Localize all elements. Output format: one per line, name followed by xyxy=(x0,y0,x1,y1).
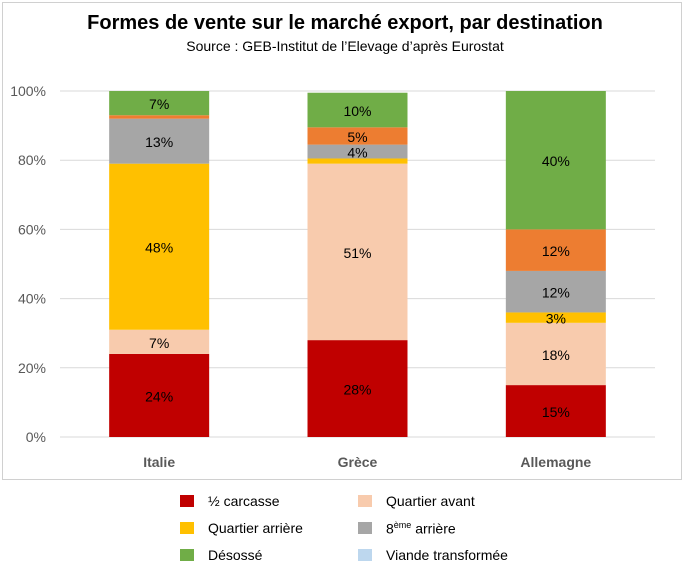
data-label: 28% xyxy=(343,382,371,398)
plot-area: 0% 20% 40% 60% 80% 100% 24% 7% 48% 13% 7% Italie 28%… xyxy=(10,83,655,470)
data-label: 3% xyxy=(546,311,566,327)
data-label: 51% xyxy=(343,245,371,261)
data-label: 5% xyxy=(347,129,367,145)
legend-swatch xyxy=(358,549,372,561)
y-tick-label: 0% xyxy=(26,429,46,445)
legend-item-desosse: Désossé xyxy=(180,547,262,563)
x-tick-label: Allemagne xyxy=(520,454,591,470)
data-label: 12% xyxy=(542,285,570,301)
legend-label: Désossé xyxy=(208,547,263,563)
x-tick-label: Grèce xyxy=(338,454,378,470)
bar-segment xyxy=(109,353,210,437)
bar-segment xyxy=(307,144,408,159)
legend-label: ½ carcasse xyxy=(208,493,280,509)
bar-segment xyxy=(307,340,408,437)
legend-swatch xyxy=(180,549,194,561)
bar-segment xyxy=(307,127,408,145)
bar-segment xyxy=(307,158,408,164)
y-tick-label: 80% xyxy=(18,152,46,168)
legend-item-quartier-arriere: Quartier arrière xyxy=(180,520,303,536)
legend-item-demi-carcasse: ½ carcasse xyxy=(180,493,280,509)
legend-item-8eme-arriere: 8ème arrière xyxy=(358,520,456,537)
y-tick-label: 60% xyxy=(18,221,46,237)
data-label: 12% xyxy=(542,243,570,259)
bar-segment xyxy=(505,312,606,323)
legend-label: 8ème arrière xyxy=(386,520,456,537)
bar-segment xyxy=(307,163,408,341)
bar-segment xyxy=(109,329,210,354)
data-label: 18% xyxy=(542,347,570,363)
legend-swatch xyxy=(180,522,194,534)
legend-label: Viande transformée xyxy=(386,547,508,563)
data-label: 40% xyxy=(542,153,570,169)
bar-segment xyxy=(109,163,210,330)
legend-label: Quartier arrière xyxy=(208,520,303,536)
legend-item-quartier-avant: Quartier avant xyxy=(358,493,475,509)
data-label: 7% xyxy=(149,96,169,112)
bar-segment xyxy=(505,229,606,271)
x-tick-label: Italie xyxy=(143,454,175,470)
legend-swatch xyxy=(180,495,194,507)
bar-segment xyxy=(505,385,606,437)
chart-subtitle: Source : GEB-Institut de l’Elevage d’apr… xyxy=(186,38,504,54)
legend-label: Quartier avant xyxy=(386,493,475,509)
data-label: 15% xyxy=(542,404,570,420)
y-tick-label: 100% xyxy=(10,83,46,99)
legend-swatch xyxy=(358,522,372,535)
data-label: 4% xyxy=(347,145,367,161)
legend-item-viande-transformee: Viande transformée xyxy=(358,547,508,563)
chart-title: Formes de vente sur le marché export, pa… xyxy=(87,12,603,34)
data-label: 7% xyxy=(149,335,169,351)
y-tick-label: 40% xyxy=(18,291,46,307)
bar-segment xyxy=(505,270,606,313)
data-label: 24% xyxy=(145,388,173,404)
bar-segment xyxy=(505,322,606,386)
bar-segment xyxy=(109,115,210,119)
chart-frame xyxy=(2,2,682,480)
bar-segment xyxy=(505,91,606,230)
data-label: 10% xyxy=(343,103,371,119)
bar-segment xyxy=(109,91,210,116)
legend-swatch xyxy=(358,495,372,507)
y-tick-label: 20% xyxy=(18,360,46,376)
bar-segment xyxy=(109,118,210,164)
data-label: 48% xyxy=(145,240,173,256)
bar-segment xyxy=(307,92,408,128)
data-label: 13% xyxy=(145,134,173,150)
